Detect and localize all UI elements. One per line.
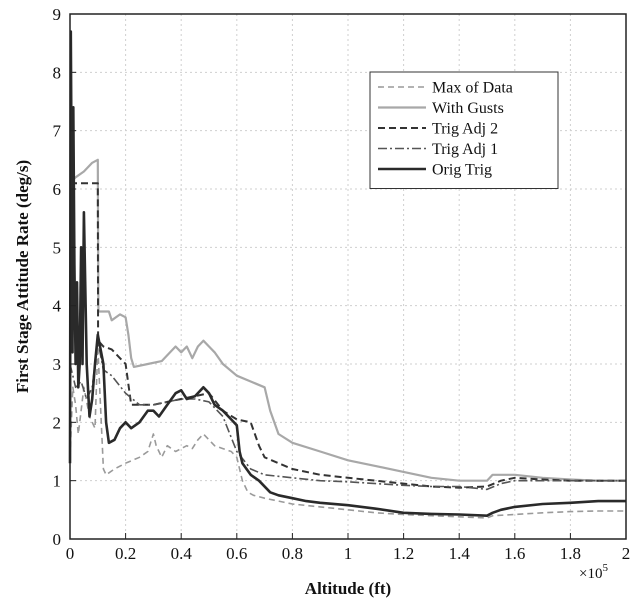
x-tick-label: 0.8: [282, 544, 303, 563]
x-tick-label: 2: [622, 544, 631, 563]
x-axis-title: Altitude (ft): [305, 579, 391, 598]
legend: Max of Data With Gusts Trig Adj 2 Trig Adj …: [369, 71, 559, 189]
legend-label: With Gusts: [432, 100, 504, 117]
series-line-2: [69, 158, 626, 482]
legend-label: Max of Data: [432, 80, 513, 97]
legend-label: Orig Trig: [432, 162, 492, 179]
x-tick-label: 1: [344, 544, 353, 563]
x-tick-label: 1.4: [449, 544, 471, 563]
y-tick-label: 9: [53, 5, 62, 24]
y-tick-label: 4: [53, 297, 62, 316]
series-line-1: [69, 345, 626, 519]
series-line-5: [68, 30, 626, 517]
y-tick-label: 7: [53, 122, 62, 141]
legend-label: Trig Adj 1: [432, 141, 498, 158]
x-tick-label: 0: [66, 544, 75, 563]
x-tick-label: 1.6: [504, 544, 525, 563]
x-tick-label: 1.8: [560, 544, 581, 563]
x-tick-label: 0.6: [226, 544, 247, 563]
y-axis-title: First Stage Attitude Rate (deg/s): [13, 160, 32, 393]
y-tick-label: 5: [53, 238, 62, 257]
axis-ticks: 0 0.2 0.4 0.6 0.8 1 1.2 1.4 1.6 1.8 2 0 1 2 3 4 5 6 7 8 9: [53, 5, 631, 563]
y-tick-label: 8: [53, 63, 62, 82]
y-tick-label: 3: [53, 355, 62, 374]
x-axis-multiplier-base: ×10: [579, 566, 602, 582]
x-axis-multiplier-exponent: 5: [602, 562, 608, 574]
x-tick-label: 1.2: [393, 544, 414, 563]
y-tick-label: 2: [53, 413, 62, 432]
y-tick-label: 0: [53, 530, 62, 549]
series-line-3: [70, 182, 626, 489]
x-tick-label: 0.2: [115, 544, 136, 563]
x-tick-label: 0.4: [171, 544, 193, 563]
y-tick-label: 6: [53, 180, 62, 199]
y-tick-label: 1: [53, 472, 62, 491]
series-lines: [68, 30, 626, 519]
legend-label: Trig Adj 2: [432, 121, 498, 138]
x-axis-multiplier: ×105: [579, 562, 608, 582]
